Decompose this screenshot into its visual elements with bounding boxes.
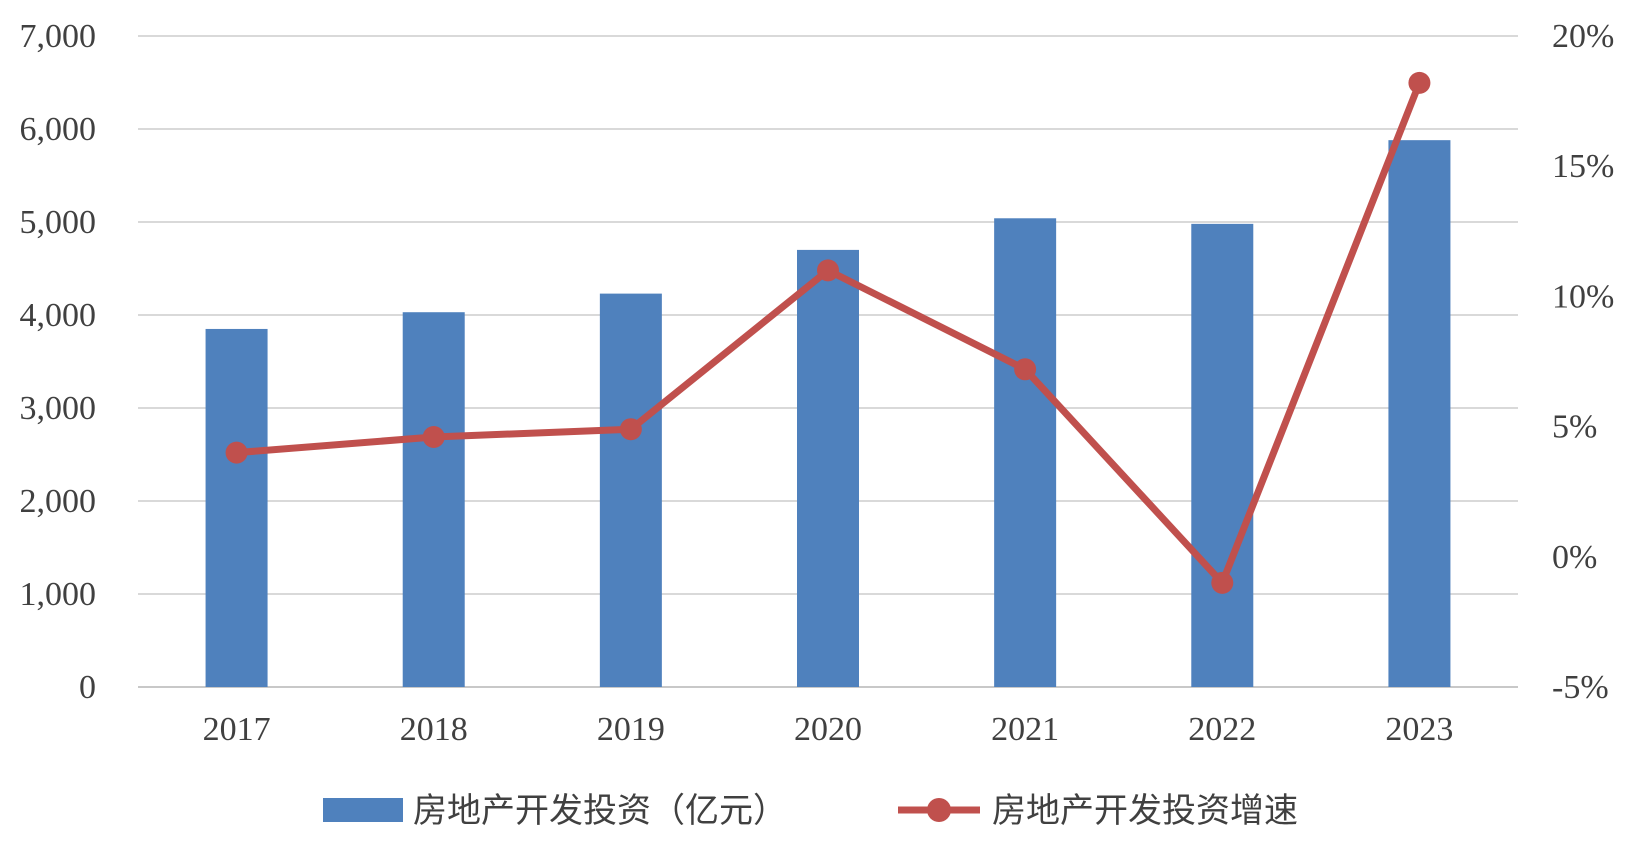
line-point [1408, 71, 1431, 94]
right-axis-tick-label: 15% [1552, 148, 1614, 185]
line-point [422, 426, 445, 449]
legend-bar-label: 房地产开发投资（亿元） [413, 791, 787, 831]
right-axis-tick-label: 5% [1552, 409, 1597, 446]
bar [205, 328, 268, 687]
right-axis-tick-label: 0% [1552, 539, 1597, 576]
left-axis-tick-label: 2,000 [20, 483, 97, 520]
line-series [225, 71, 1431, 594]
bar [599, 293, 662, 687]
bar [1191, 223, 1254, 688]
legend-bar-swatch [323, 798, 403, 822]
right-axis-ticks: -5% 0% 5% 10% 15% 20% [1552, 18, 1614, 706]
legend: 房地产开发投资（亿元） 房地产开发投资增速 [323, 791, 1298, 831]
left-axis-ticks: 0 1,000 2,000 3,000 4,000 5,000 6,000 7,000 [20, 18, 97, 706]
left-axis-tick-label: 7,000 [20, 18, 97, 55]
legend-item-line[interactable]: 房地产开发投资增速 [898, 791, 1298, 831]
bar [1388, 140, 1451, 687]
x-axis-tick-label: 2023 [1385, 711, 1453, 748]
right-axis-tick-label: 10% [1552, 278, 1614, 315]
bar [402, 312, 465, 687]
line-point [1211, 571, 1234, 594]
left-axis-tick-label: 5,000 [20, 204, 97, 241]
x-axis-tick-label: 2018 [400, 711, 468, 748]
left-axis-tick-label: 4,000 [20, 297, 97, 334]
bar [797, 249, 859, 687]
left-axis-tick-label: 3,000 [20, 390, 97, 427]
x-axis-tick-label: 2022 [1188, 711, 1256, 748]
legend-line-label: 房地产开发投资增速 [992, 791, 1298, 831]
x-axis-tick-label: 2020 [794, 711, 862, 748]
x-axis-tick-label: 2021 [991, 711, 1059, 748]
line-point [619, 418, 642, 441]
left-axis-tick-label: 6,000 [20, 111, 97, 148]
bar-series [205, 140, 1451, 688]
legend-line-marker [927, 798, 951, 822]
line-point [1014, 358, 1037, 381]
x-axis-tick-label: 2019 [597, 711, 665, 748]
right-axis-tick-label: 20% [1552, 18, 1614, 55]
bar [994, 218, 1057, 687]
right-axis-tick-label: -5% [1552, 669, 1609, 706]
line-point [225, 441, 248, 464]
x-axis-ticks: 2017 2018 2019 2020 2021 2022 2023 [203, 711, 1454, 748]
left-axis-tick-label: 0 [79, 669, 96, 706]
x-axis-tick-label: 2017 [203, 711, 271, 748]
line-point [817, 259, 839, 282]
legend-item-bar[interactable]: 房地产开发投资（亿元） [323, 791, 787, 831]
left-axis-tick-label: 1,000 [20, 576, 97, 613]
